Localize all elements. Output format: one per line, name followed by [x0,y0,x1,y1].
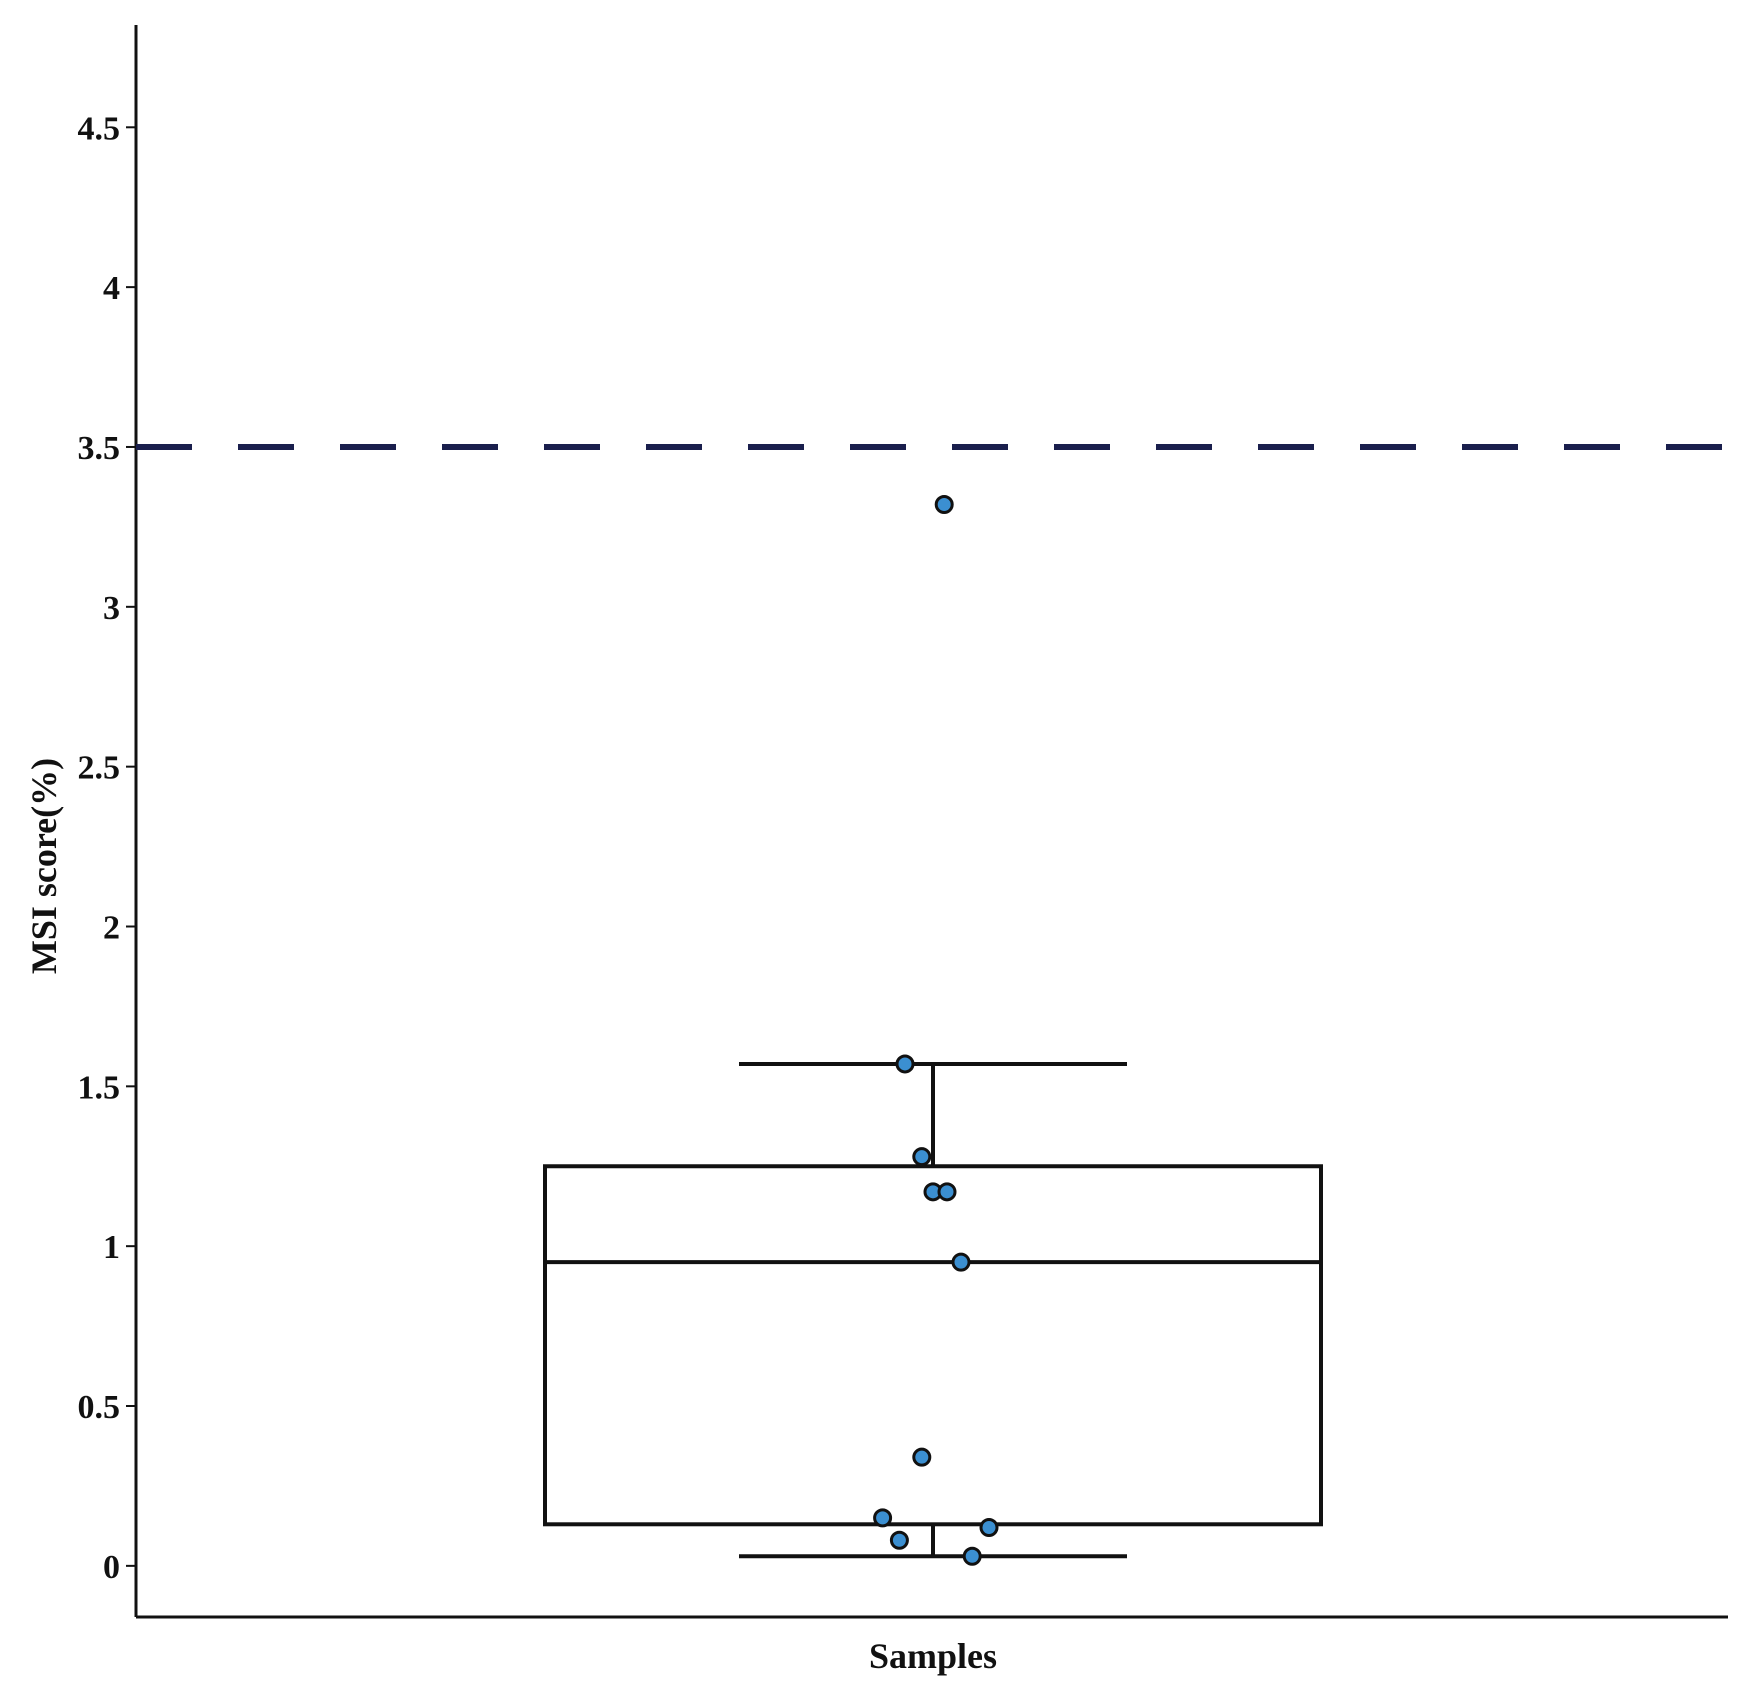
data-point [937,1182,957,1202]
y-tick-label: 1 [103,1229,120,1266]
y-tick-label: 2 [103,909,120,946]
data-point [889,1530,909,1550]
data-points [873,495,999,1566]
y-ticks: 0 0.5 1 1.5 2 2.5 3 3.5 4 4.5 [78,110,136,1586]
y-axis-title: MSI score(%) [24,758,64,974]
data-point [951,1252,971,1272]
y-tick-label: 0 [103,1549,120,1586]
y-tick-label: 1.5 [78,1069,121,1106]
data-point [895,1054,915,1074]
data-point [912,1447,932,1467]
y-tick-label: 3 [103,590,120,627]
y-tick-label: 0.5 [78,1389,121,1426]
data-point [873,1508,893,1528]
data-point [912,1147,932,1167]
data-point [962,1546,982,1566]
data-point [934,495,954,515]
y-tick-label: 4.5 [78,110,121,147]
y-tick-label: 4 [103,270,120,307]
data-point [979,1517,999,1537]
box-plot [543,1061,1323,1559]
y-tick-label: 2.5 [78,750,121,787]
interquartile-box [543,1164,1323,1527]
x-axis-title: Samples [869,1636,997,1676]
y-tick-label: 3.5 [78,430,121,467]
axes [134,25,1728,1619]
